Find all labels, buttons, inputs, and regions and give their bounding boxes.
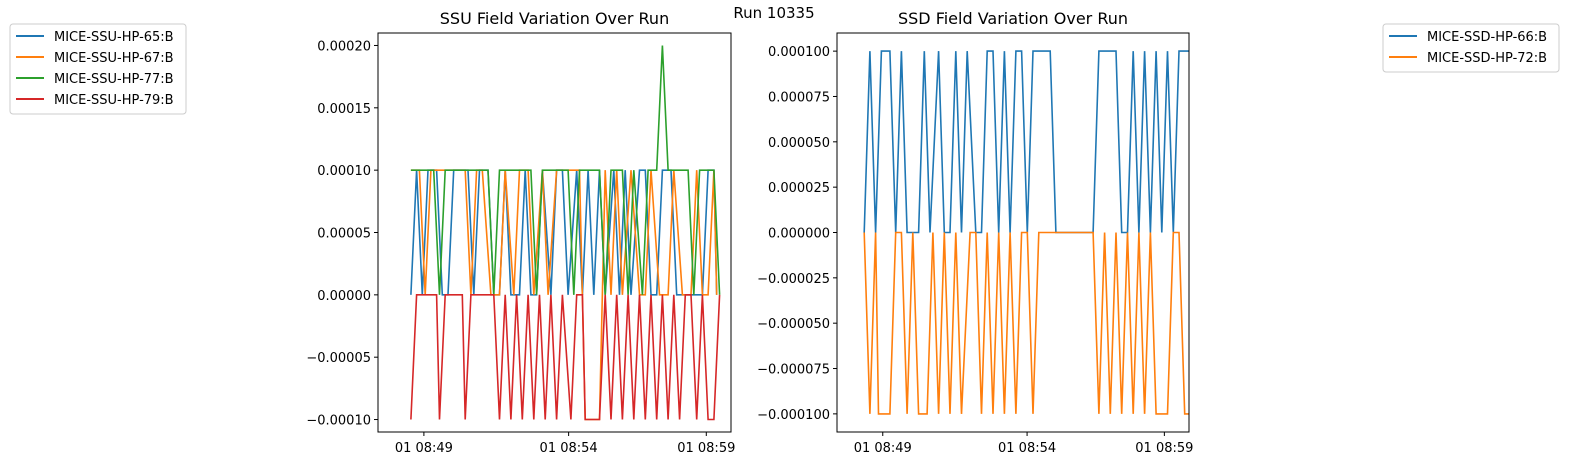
x-tick-label: 01 08:59: [677, 441, 735, 456]
x-tick-label: 01 08:54: [998, 441, 1056, 456]
y-tick-label: −0.000100: [757, 408, 830, 423]
legend-label: MICE-SSU-HP-65:B: [54, 30, 174, 45]
y-tick-label: 0.000000: [768, 227, 830, 242]
x-tick-label: 01 08:59: [1135, 441, 1193, 456]
x-tick-label: 01 08:49: [395, 441, 453, 456]
series-line-mice-ssu-hp-77-b: [410, 45, 721, 295]
series-line-mice-ssd-hp-66-b: [863, 50, 1189, 234]
ssu-chart: SSU Field Variation Over Run 0.00020 0.000…: [9, 9, 735, 456]
y-tick-label: 0.000050: [768, 136, 830, 151]
chart-title: SSD Field Variation Over Run: [898, 9, 1128, 28]
legend-label: MICE-SSU-HP-79:B: [54, 93, 174, 108]
legend-label: MICE-SSU-HP-77:B: [54, 72, 174, 87]
y-tick-label: −0.00005: [306, 351, 371, 366]
y-tick-label: 0.00020: [317, 39, 371, 54]
y-tick-label: −0.000025: [757, 272, 830, 287]
chart-title: SSU Field Variation Over Run: [440, 9, 669, 28]
legend-label: MICE-SSD-HP-72:B: [1427, 51, 1547, 66]
series-line-mice-ssu-hp-67-b: [410, 169, 718, 421]
y-tick-label: 0.00000: [317, 289, 371, 304]
x-tick-label: 01 08:54: [540, 441, 598, 456]
y-tick-label: 0.000100: [768, 45, 830, 60]
legend-label: MICE-SSD-HP-66:B: [1427, 30, 1547, 45]
legend-box: [9, 23, 187, 115]
y-tick-label: −0.00010: [306, 414, 371, 429]
legend-box: [1382, 23, 1560, 73]
y-tick-label: 0.00005: [317, 227, 371, 242]
ssd-chart: SSD Field Variation Over Run 0.000100 0.00…: [757, 9, 1560, 456]
series-line-mice-ssd-hp-72-b: [863, 231, 1189, 415]
y-tick-label: −0.000050: [757, 317, 830, 332]
x-tick-label: 01 08:49: [854, 441, 912, 456]
y-tick-label: 0.000025: [768, 181, 830, 196]
plot-frame: [836, 32, 1190, 433]
y-tick-label: 0.00010: [317, 164, 371, 179]
y-tick-label: 0.00015: [317, 102, 371, 117]
y-tick-label: −0.000075: [757, 363, 830, 378]
figure-suptitle: Run 10335: [733, 4, 814, 22]
series-line-mice-ssu-hp-79-b: [410, 294, 721, 421]
legend-label: MICE-SSU-HP-67:B: [54, 51, 174, 66]
y-tick-label: 0.000075: [768, 90, 830, 105]
